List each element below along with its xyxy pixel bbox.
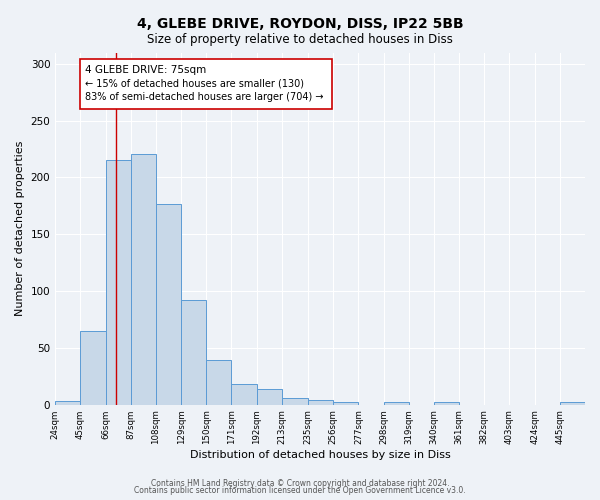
Bar <box>383 402 409 404</box>
Text: 4 GLEBE DRIVE: 75sqm: 4 GLEBE DRIVE: 75sqm <box>85 65 206 75</box>
Bar <box>257 389 282 404</box>
Text: Contains HM Land Registry data © Crown copyright and database right 2024.: Contains HM Land Registry data © Crown c… <box>151 478 449 488</box>
Bar <box>80 60 332 110</box>
Bar <box>106 160 131 404</box>
Bar <box>282 398 308 404</box>
Text: Contains public sector information licensed under the Open Government Licence v3: Contains public sector information licen… <box>134 486 466 495</box>
Bar <box>560 402 585 404</box>
Text: 83% of semi-detached houses are larger (704) →: 83% of semi-detached houses are larger (… <box>85 92 323 102</box>
X-axis label: Distribution of detached houses by size in Diss: Distribution of detached houses by size … <box>190 450 451 460</box>
Text: Size of property relative to detached houses in Diss: Size of property relative to detached ho… <box>147 32 453 46</box>
Text: 4, GLEBE DRIVE, ROYDON, DISS, IP22 5BB: 4, GLEBE DRIVE, ROYDON, DISS, IP22 5BB <box>137 18 463 32</box>
Bar <box>434 402 459 404</box>
Bar <box>206 360 232 405</box>
Bar <box>55 402 80 404</box>
Bar <box>156 204 181 404</box>
Bar <box>80 331 106 404</box>
Text: ← 15% of detached houses are smaller (130): ← 15% of detached houses are smaller (13… <box>85 78 304 88</box>
Bar <box>181 300 206 405</box>
Bar <box>308 400 333 404</box>
Y-axis label: Number of detached properties: Number of detached properties <box>15 141 25 316</box>
Bar <box>131 154 156 404</box>
Bar <box>333 402 358 404</box>
Bar <box>232 384 257 404</box>
